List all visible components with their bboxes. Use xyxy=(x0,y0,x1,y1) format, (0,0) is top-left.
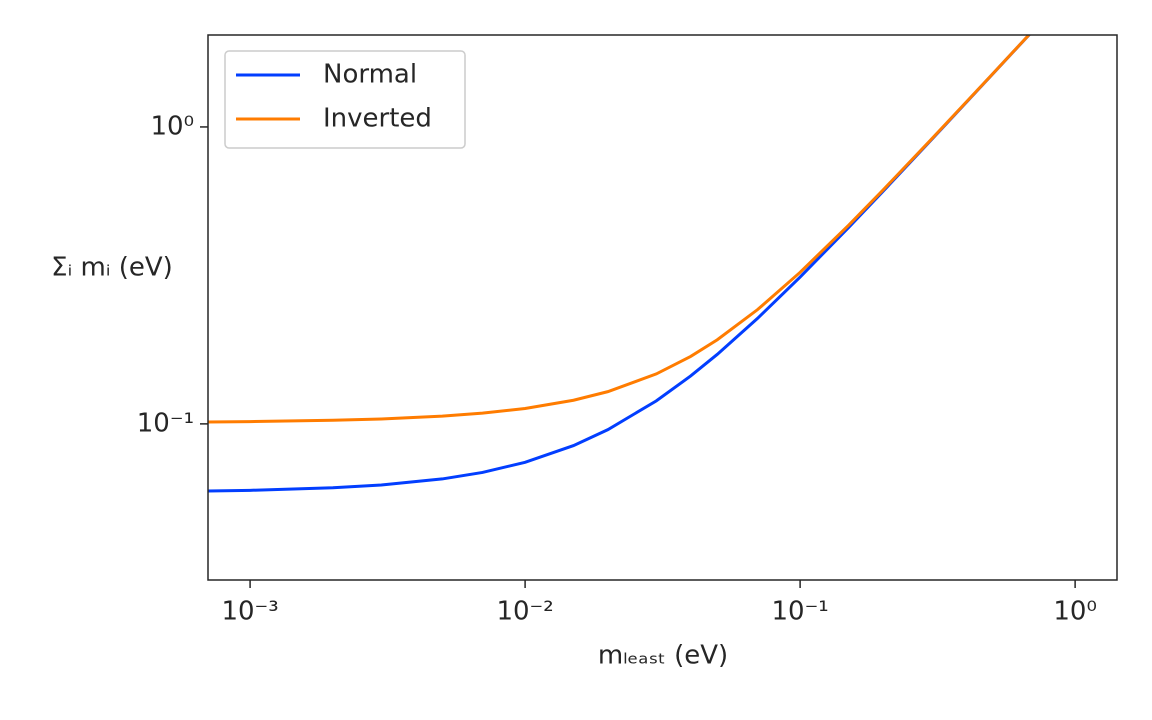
x-tick-label: 10⁰ xyxy=(1053,597,1097,627)
legend-label: Normal xyxy=(323,60,417,90)
series-line xyxy=(208,35,1031,424)
plot-lines xyxy=(208,35,1031,493)
x-tick-label: 10⁻³ xyxy=(221,597,278,627)
x-tick-label: 10⁻² xyxy=(496,597,553,627)
y-axis-label: Σᵢ mᵢ (eV) xyxy=(51,253,173,283)
x-axis-label: mₗₑₐₛₜ (eV) xyxy=(598,641,728,671)
x-tick-label: 10⁻¹ xyxy=(771,597,828,627)
y-tick-label: 10⁰ xyxy=(150,111,194,141)
plot-frame xyxy=(207,34,1118,581)
y-tick-label: 10⁻¹ xyxy=(137,408,194,438)
legend-label: Inverted xyxy=(323,104,432,134)
